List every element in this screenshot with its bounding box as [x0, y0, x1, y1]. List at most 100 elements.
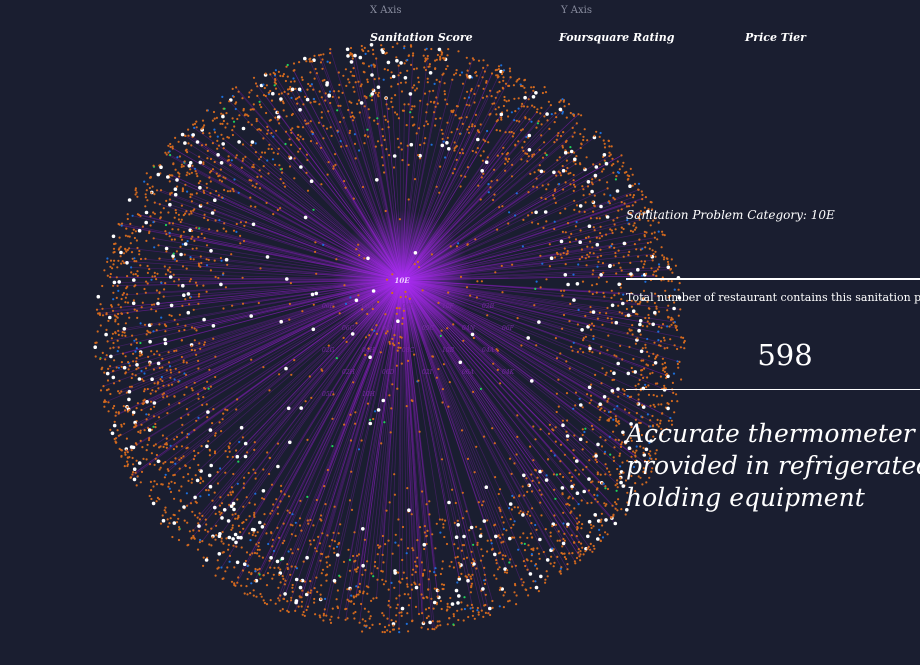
data-point[interactable]	[132, 471, 135, 474]
data-point[interactable]	[233, 532, 238, 537]
data-point[interactable]	[636, 215, 640, 218]
data-point[interactable]	[555, 473, 559, 476]
data-point[interactable]	[169, 303, 174, 308]
data-point[interactable]	[117, 248, 120, 251]
data-point[interactable]	[274, 78, 277, 81]
data-point[interactable]	[133, 260, 136, 263]
data-point[interactable]	[315, 576, 318, 579]
data-point[interactable]	[543, 141, 546, 144]
data-point[interactable]	[114, 437, 118, 440]
data-point[interactable]	[143, 287, 146, 291]
data-point[interactable]	[405, 552, 408, 555]
data-point[interactable]	[229, 491, 232, 494]
data-point[interactable]	[198, 155, 201, 158]
data-point[interactable]	[268, 389, 271, 392]
data-point[interactable]	[669, 416, 672, 420]
data-point[interactable]	[452, 613, 455, 616]
data-point[interactable]	[598, 311, 601, 314]
data-point[interactable]	[241, 302, 245, 305]
data-point[interactable]	[430, 143, 433, 146]
data-point[interactable]	[166, 412, 169, 415]
data-point[interactable]	[484, 485, 489, 490]
data-point[interactable]	[148, 230, 151, 233]
data-point[interactable]	[336, 109, 339, 112]
data-point[interactable]	[190, 345, 193, 348]
data-point[interactable]	[626, 313, 631, 318]
data-point[interactable]	[148, 494, 151, 498]
data-point[interactable]	[367, 108, 370, 111]
data-point[interactable]	[637, 182, 641, 185]
data-point[interactable]	[190, 481, 193, 484]
data-point[interactable]	[312, 524, 315, 527]
data-point[interactable]	[339, 104, 342, 107]
data-point[interactable]	[158, 366, 161, 370]
data-point[interactable]	[612, 514, 615, 518]
data-point[interactable]	[573, 199, 576, 202]
data-point[interactable]	[620, 298, 623, 301]
data-point[interactable]	[423, 66, 426, 69]
data-point[interactable]	[422, 54, 425, 57]
data-point[interactable]	[510, 263, 514, 266]
data-point[interactable]	[131, 214, 134, 217]
data-point[interactable]	[240, 166, 243, 169]
data-point[interactable]	[604, 531, 607, 534]
data-point[interactable]	[509, 558, 512, 561]
data-point[interactable]	[182, 476, 185, 479]
data-point[interactable]	[122, 327, 127, 331]
data-point[interactable]	[570, 534, 573, 537]
data-point[interactable]	[570, 232, 573, 235]
data-point[interactable]	[373, 329, 376, 332]
data-point[interactable]	[623, 393, 626, 396]
data-point[interactable]	[431, 627, 434, 631]
data-point[interactable]	[358, 591, 361, 594]
data-point[interactable]	[584, 201, 587, 204]
data-point[interactable]	[454, 501, 457, 505]
data-point[interactable]	[366, 402, 370, 405]
data-point[interactable]	[521, 102, 524, 105]
data-point[interactable]	[335, 357, 338, 360]
data-point[interactable]	[652, 252, 655, 256]
data-point[interactable]	[334, 163, 337, 166]
data-point[interactable]	[447, 291, 450, 294]
data-point[interactable]	[133, 257, 136, 260]
data-point[interactable]	[113, 359, 116, 362]
data-point[interactable]	[173, 438, 176, 441]
data-point[interactable]	[370, 572, 373, 575]
data-point[interactable]	[180, 218, 183, 221]
data-point[interactable]	[650, 232, 654, 235]
data-point[interactable]	[534, 210, 538, 215]
data-point[interactable]	[173, 395, 176, 398]
data-point[interactable]	[634, 459, 637, 463]
data-point[interactable]	[241, 159, 244, 162]
data-point[interactable]	[298, 517, 302, 520]
data-point[interactable]	[132, 273, 135, 276]
data-point[interactable]	[590, 424, 594, 427]
data-point[interactable]	[279, 609, 282, 612]
data-point[interactable]	[599, 473, 602, 476]
data-point[interactable]	[164, 230, 167, 233]
data-point[interactable]	[217, 175, 220, 178]
data-point[interactable]	[413, 105, 416, 108]
data-point[interactable]	[595, 217, 598, 220]
data-point[interactable]	[291, 513, 294, 516]
data-point[interactable]	[199, 538, 202, 542]
data-point[interactable]	[434, 105, 437, 108]
data-point[interactable]	[544, 91, 548, 94]
data-point[interactable]	[486, 314, 489, 317]
data-point[interactable]	[406, 612, 409, 615]
data-point[interactable]	[427, 615, 430, 618]
data-point[interactable]	[395, 312, 398, 315]
data-point[interactable]	[482, 150, 485, 153]
data-point[interactable]	[187, 433, 190, 436]
data-point[interactable]	[358, 582, 361, 586]
data-point[interactable]	[599, 248, 602, 251]
data-point[interactable]	[534, 438, 537, 441]
data-point[interactable]	[510, 565, 514, 568]
data-point[interactable]	[604, 450, 607, 453]
data-point[interactable]	[478, 534, 483, 538]
data-point[interactable]	[276, 208, 279, 212]
data-point[interactable]	[586, 185, 590, 188]
data-point[interactable]	[134, 350, 137, 353]
data-point[interactable]	[347, 548, 350, 551]
data-point[interactable]	[407, 359, 410, 362]
